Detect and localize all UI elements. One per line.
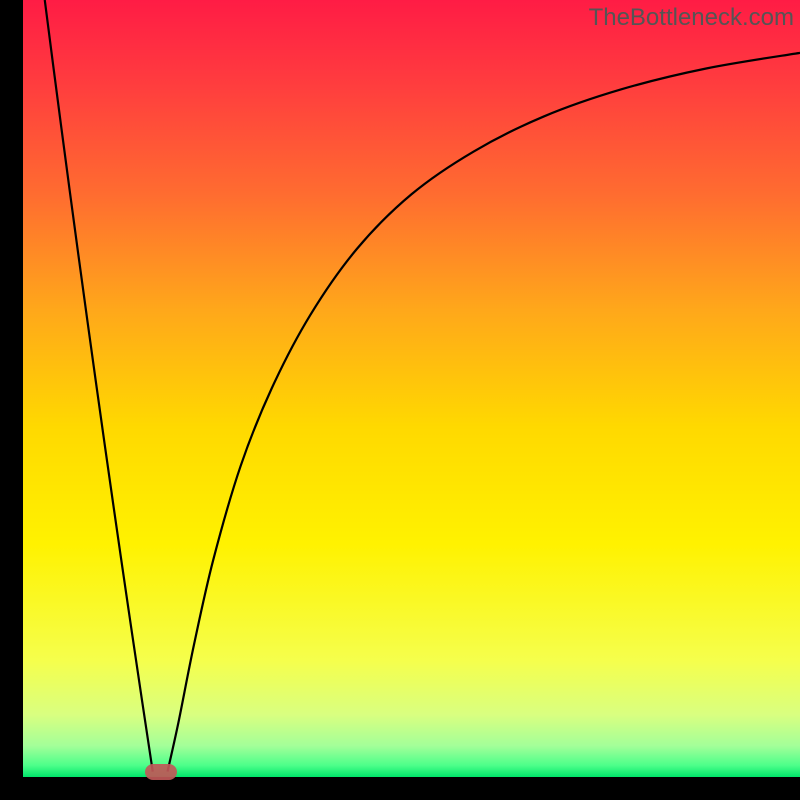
watermark-label: TheBottleneck.com	[589, 4, 794, 31]
chart-canvas: TheBottleneck.com	[0, 0, 800, 800]
frame-left	[0, 0, 23, 800]
frame-bottom	[0, 777, 800, 800]
minimum-marker	[145, 764, 177, 780]
plot-area	[23, 0, 800, 777]
watermark-text: TheBottleneck.com	[589, 4, 794, 32]
